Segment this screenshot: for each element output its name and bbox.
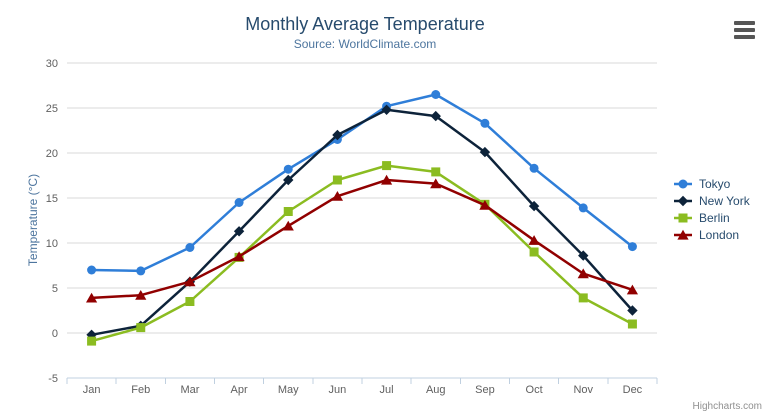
legend-label: London bbox=[699, 227, 740, 242]
point-new-york-dec[interactable] bbox=[627, 305, 638, 316]
point-new-york-jul[interactable] bbox=[381, 104, 392, 115]
series-line-new-york bbox=[90, 108, 634, 337]
y-axis-label: -5 bbox=[48, 373, 58, 385]
point-london-mar[interactable] bbox=[184, 276, 196, 287]
x-axis-label: Mar bbox=[180, 384, 199, 396]
point-new-york-oct[interactable] bbox=[528, 200, 540, 212]
legend-marker bbox=[677, 229, 689, 240]
x-axis-label: Sep bbox=[475, 384, 495, 396]
x-axis-label: Jun bbox=[329, 384, 347, 396]
point-london-nov[interactable] bbox=[577, 268, 589, 279]
point-tokyo-mar[interactable] bbox=[185, 243, 195, 252]
point-london-jan[interactable] bbox=[85, 292, 98, 303]
legend-marker bbox=[677, 195, 689, 206]
x-axis-label: Nov bbox=[573, 384, 593, 396]
y-axis-label: 25 bbox=[46, 103, 58, 115]
point-berlin-aug[interactable] bbox=[431, 167, 441, 177]
point-tokyo-apr[interactable] bbox=[234, 198, 244, 207]
legend-item-tokyo[interactable]: Tokyo bbox=[674, 175, 750, 192]
point-london-sep[interactable] bbox=[479, 200, 491, 210]
point-new-york-sep[interactable] bbox=[479, 146, 491, 158]
point-tokyo-feb[interactable] bbox=[136, 266, 146, 276]
point-berlin-jan[interactable] bbox=[87, 336, 97, 346]
x-axis-label: Feb bbox=[131, 384, 150, 396]
x-axis-label: Jul bbox=[380, 384, 394, 396]
series-line-tokyo bbox=[90, 93, 634, 273]
x-axis-label: Oct bbox=[526, 384, 543, 396]
point-tokyo-may[interactable] bbox=[283, 164, 293, 174]
diamond-marker-icon bbox=[674, 195, 692, 206]
x-axis-label: May bbox=[278, 384, 299, 396]
point-london-oct[interactable] bbox=[528, 235, 540, 245]
point-london-feb[interactable] bbox=[135, 290, 147, 300]
point-berlin-feb[interactable] bbox=[136, 323, 146, 333]
x-axis-label: Apr bbox=[231, 384, 248, 396]
point-london-jun[interactable] bbox=[331, 191, 344, 201]
series-line-berlin bbox=[90, 164, 634, 343]
point-tokyo-aug[interactable] bbox=[431, 90, 441, 99]
point-berlin-oct[interactable] bbox=[529, 247, 539, 257]
triangle-marker-icon bbox=[674, 229, 692, 240]
point-tokyo-jan[interactable] bbox=[87, 265, 97, 275]
point-berlin-jul[interactable] bbox=[382, 161, 392, 171]
y-axis-label: 5 bbox=[52, 283, 58, 295]
circle-marker-icon bbox=[674, 179, 692, 188]
y-axis-label: 15 bbox=[46, 193, 58, 205]
point-berlin-mar[interactable] bbox=[185, 297, 195, 306]
point-new-york-may[interactable] bbox=[283, 174, 294, 186]
credits-link[interactable]: Highcharts.com bbox=[692, 401, 762, 412]
x-axis-label: Aug bbox=[426, 384, 446, 396]
hamburger-icon bbox=[733, 21, 756, 39]
point-tokyo-sep[interactable] bbox=[480, 118, 490, 128]
point-new-york-nov[interactable] bbox=[578, 250, 589, 261]
x-axis-label: Jan bbox=[83, 384, 101, 396]
legend-label: New York bbox=[699, 193, 750, 208]
legend-item-berlin[interactable]: Berlin bbox=[674, 209, 750, 226]
legend-label: Tokyo bbox=[699, 176, 731, 191]
point-new-york-aug[interactable] bbox=[430, 110, 441, 122]
point-london-apr[interactable] bbox=[233, 251, 245, 262]
point-berlin-may[interactable] bbox=[283, 207, 293, 216]
legend-item-new-york[interactable]: New York bbox=[674, 192, 750, 209]
point-london-jul[interactable] bbox=[380, 174, 393, 185]
legend-marker bbox=[678, 213, 688, 222]
legend-label: Berlin bbox=[699, 210, 730, 225]
y-axis-label: 30 bbox=[46, 58, 58, 70]
y-axis-label: 0 bbox=[52, 328, 58, 340]
y-axis-label: 10 bbox=[46, 238, 58, 250]
point-london-aug[interactable] bbox=[430, 178, 442, 189]
point-london-dec[interactable] bbox=[626, 284, 639, 295]
point-tokyo-nov[interactable] bbox=[578, 203, 588, 213]
x-axis-label: Dec bbox=[623, 384, 643, 396]
series-line-london bbox=[90, 178, 634, 300]
legend: Tokyo New York Berlin London bbox=[674, 175, 750, 243]
point-berlin-dec[interactable] bbox=[627, 319, 637, 329]
legend-item-london[interactable]: London bbox=[674, 226, 750, 243]
point-berlin-jun[interactable] bbox=[332, 175, 342, 185]
square-marker-icon bbox=[674, 213, 692, 222]
legend-marker bbox=[678, 179, 688, 188]
y-axis-label: 20 bbox=[46, 148, 58, 160]
point-new-york-jun[interactable] bbox=[332, 129, 343, 141]
point-berlin-nov[interactable] bbox=[578, 293, 588, 303]
point-london-may[interactable] bbox=[282, 220, 294, 231]
point-tokyo-dec[interactable] bbox=[627, 242, 637, 252]
point-new-york-apr[interactable] bbox=[233, 226, 245, 237]
chart-context-menu-button[interactable] bbox=[732, 19, 757, 41]
point-tokyo-oct[interactable] bbox=[529, 163, 539, 173]
